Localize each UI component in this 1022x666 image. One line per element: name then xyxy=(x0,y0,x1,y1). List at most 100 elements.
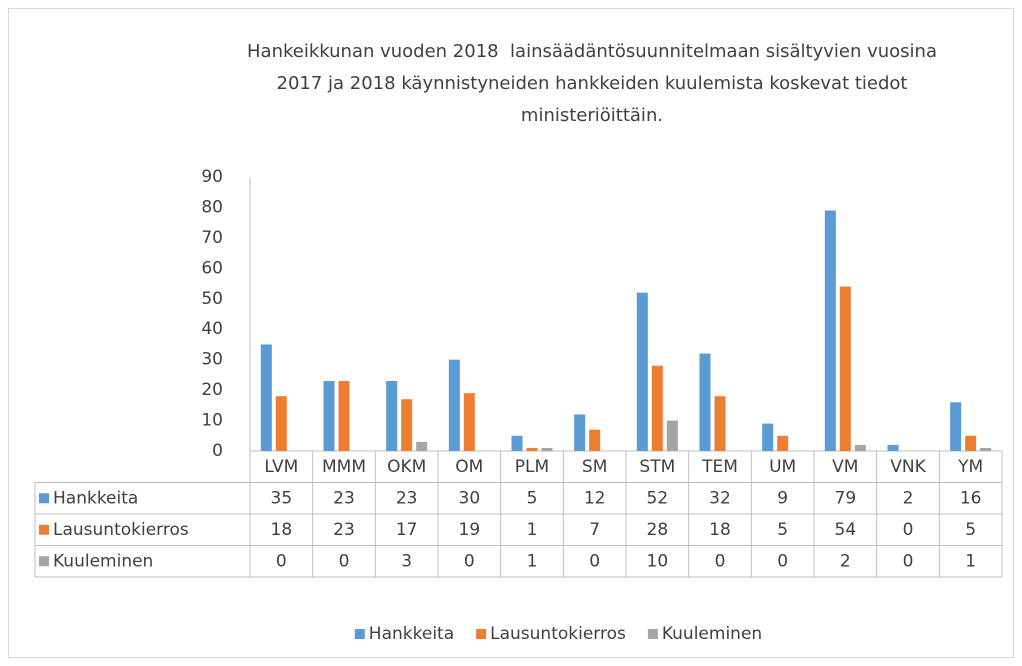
bar xyxy=(463,393,475,451)
table-cell: 10 xyxy=(647,551,669,571)
legend-key xyxy=(476,629,487,639)
x-tick-label: OKM xyxy=(387,457,426,477)
table-cell: 9 xyxy=(777,488,788,508)
bar xyxy=(448,359,460,451)
table-cell: 3 xyxy=(401,551,412,571)
table-cell: 0 xyxy=(339,551,350,571)
table-legend-key xyxy=(39,493,49,504)
bar xyxy=(526,447,538,451)
bar xyxy=(854,444,866,451)
table-cell: 0 xyxy=(276,551,287,571)
table-cell: 35 xyxy=(271,488,293,508)
bar xyxy=(666,420,678,451)
x-tick-label: LVM xyxy=(264,457,298,477)
y-tick-label: 80 xyxy=(201,197,223,217)
bar xyxy=(338,380,350,451)
table-cell: 1 xyxy=(527,520,538,540)
x-tick-label: PLM xyxy=(515,457,549,477)
table-legend-key xyxy=(39,556,49,567)
bar xyxy=(260,344,272,451)
bar xyxy=(636,292,648,451)
x-tick-label: OM xyxy=(455,457,483,477)
table-cell: 18 xyxy=(709,520,731,540)
legend-label: Hankkeita xyxy=(369,624,454,644)
bar xyxy=(965,435,977,451)
table-cell: 2 xyxy=(840,551,851,571)
bar xyxy=(416,441,428,451)
table-cell: 19 xyxy=(459,520,481,540)
table-cell: 0 xyxy=(715,551,726,571)
bar xyxy=(275,396,287,451)
y-tick-label: 10 xyxy=(201,411,223,431)
x-tick-label: UM xyxy=(769,457,796,477)
x-tick-label: TEM xyxy=(701,457,738,477)
bar xyxy=(541,447,553,451)
bar xyxy=(574,414,586,451)
table-cell: 18 xyxy=(271,520,293,540)
table-cell: 16 xyxy=(960,488,982,508)
bar xyxy=(386,380,398,451)
y-tick-label: 40 xyxy=(201,319,223,339)
y-tick-label: 30 xyxy=(201,350,223,370)
bar xyxy=(323,380,335,451)
x-tick-label: VM xyxy=(832,457,858,477)
bar xyxy=(839,286,851,451)
table-row-header: Kuuleminen xyxy=(53,551,153,571)
table-cell: 17 xyxy=(396,520,418,540)
table-cell: 5 xyxy=(965,520,976,540)
y-tick-label: 0 xyxy=(212,441,223,461)
table-cell: 23 xyxy=(333,520,355,540)
table-cell: 32 xyxy=(709,488,731,508)
table-legend-key xyxy=(39,524,49,535)
table-cell: 5 xyxy=(527,488,538,508)
table-row-header: Hankkeita xyxy=(53,488,138,508)
bar xyxy=(950,402,962,451)
x-tick-label: MMM xyxy=(322,457,366,477)
table-cell: 12 xyxy=(584,488,606,508)
bar xyxy=(887,444,899,451)
table-cell: 0 xyxy=(464,551,475,571)
table-cell: 28 xyxy=(647,520,669,540)
legend-key xyxy=(647,629,658,639)
bar xyxy=(651,365,663,451)
table-cell: 23 xyxy=(396,488,418,508)
table-cell: 1 xyxy=(527,551,538,571)
x-tick-label: SM xyxy=(582,457,607,477)
table-cell: 0 xyxy=(589,551,600,571)
table-cell: 23 xyxy=(333,488,355,508)
bar xyxy=(589,429,601,451)
chart-title: Hankeikkunan vuoden 2018 lainsäädäntösuu… xyxy=(247,41,943,126)
bar xyxy=(511,435,523,451)
bar xyxy=(980,447,992,451)
table-cell: 30 xyxy=(459,488,481,508)
y-tick-label: 70 xyxy=(201,228,223,248)
x-tick-label: STM xyxy=(639,457,675,477)
table-cell: 0 xyxy=(903,520,914,540)
table-cell: 5 xyxy=(777,520,788,540)
table-cell: 54 xyxy=(835,520,857,540)
y-tick-label: 20 xyxy=(201,380,223,400)
bar xyxy=(777,435,789,451)
bar xyxy=(714,396,726,451)
y-tick-label: 50 xyxy=(201,289,223,309)
bar xyxy=(699,353,711,451)
table-row-header: Lausuntokierros xyxy=(53,520,189,540)
table-cell: 7 xyxy=(589,520,600,540)
bar xyxy=(401,399,413,451)
legend-key xyxy=(354,629,365,639)
table-cell: 52 xyxy=(647,488,669,508)
y-tick-label: 60 xyxy=(201,258,223,278)
y-tick-label: 90 xyxy=(201,167,223,187)
table-cell: 2 xyxy=(903,488,914,508)
legend-label: Kuuleminen xyxy=(662,624,762,644)
table-cell: 1 xyxy=(965,551,976,571)
table-cell: 0 xyxy=(903,551,914,571)
table-cell: 79 xyxy=(835,488,857,508)
bar xyxy=(762,423,774,451)
legend-label: Lausuntokierros xyxy=(490,624,626,644)
x-tick-label: VNK xyxy=(890,457,926,477)
bar xyxy=(824,210,836,451)
table-cell: 0 xyxy=(777,551,788,571)
x-tick-label: YM xyxy=(957,457,983,477)
